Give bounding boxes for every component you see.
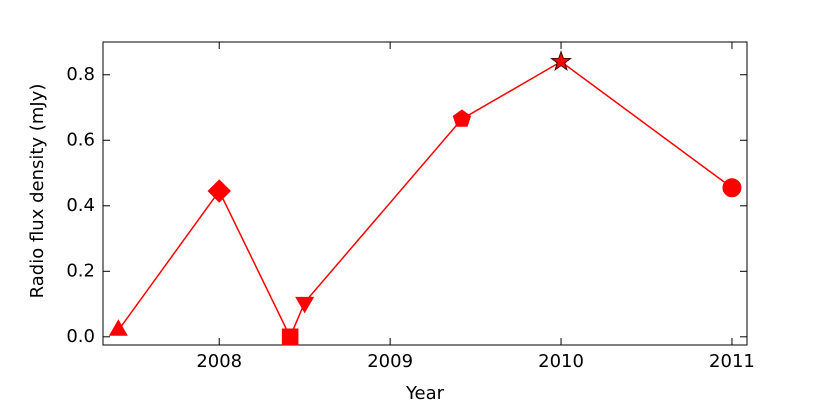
data-line: [117, 60, 733, 339]
plot-frame: [102, 41, 748, 346]
data-point: [207, 179, 231, 203]
x-tick-label: 2010: [538, 351, 584, 372]
y-tick-label: 0.0: [66, 326, 95, 347]
y-tick-label: 0.6: [66, 129, 95, 150]
y-tick-label: 0.8: [66, 64, 95, 85]
x-tick-label: 2008: [196, 351, 242, 372]
data-point: [550, 50, 573, 71]
data-point: [295, 296, 315, 314]
data-point: [108, 319, 128, 336]
y-axis-label: Radio flux density (mJy): [27, 84, 48, 299]
x-tick-label: 2009: [367, 351, 413, 372]
y-tick-label: 0.4: [66, 195, 95, 216]
data-point: [281, 328, 299, 346]
y-tick-label: 0.2: [66, 260, 95, 281]
data-point: [722, 178, 742, 198]
x-tick-label: 2011: [709, 351, 755, 372]
x-axis-label: Year: [405, 383, 445, 404]
data-point: [452, 109, 472, 127]
